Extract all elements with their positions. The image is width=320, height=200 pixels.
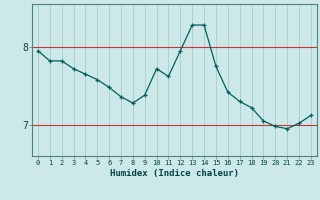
X-axis label: Humidex (Indice chaleur): Humidex (Indice chaleur)	[110, 169, 239, 178]
